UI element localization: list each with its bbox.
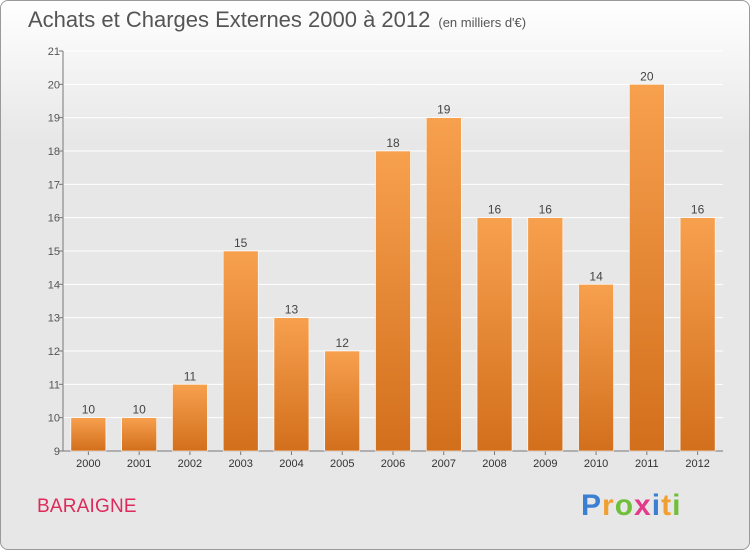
x-tick-label: 2001 bbox=[127, 458, 151, 470]
logo-letter: o bbox=[614, 489, 635, 522]
data-label: 14 bbox=[589, 269, 603, 283]
x-tick-label: 2009 bbox=[533, 458, 557, 470]
bar-2003 bbox=[222, 250, 259, 452]
x-tick-label: 2012 bbox=[685, 458, 709, 470]
y-tick-label: 19 bbox=[48, 113, 60, 125]
place-name: BARAIGNE bbox=[37, 496, 137, 517]
chart-unit-label: (en milliers d'€) bbox=[438, 15, 527, 30]
proxiti-logo: Proxiti bbox=[581, 489, 681, 523]
bar-2010 bbox=[578, 284, 614, 452]
axes: 9 10 11 12 13 14 15 16 17 18 19 20 21 2000 2001 2002 200… bbox=[48, 46, 723, 470]
data-labels: 10 10 11 15 13 12 18 19 16 16 14 20 16 bbox=[82, 69, 705, 416]
y-tick-label: 17 bbox=[48, 179, 60, 191]
chart-title-text: Achats et Charges Externes 2000 à 2012 bbox=[28, 7, 431, 32]
bar-2011 bbox=[629, 84, 665, 452]
y-tick-label: 20 bbox=[48, 79, 60, 91]
logo-letter: i bbox=[651, 489, 662, 522]
data-label: 20 bbox=[640, 69, 654, 83]
data-label: 15 bbox=[234, 236, 248, 250]
logo-letter: t bbox=[661, 489, 673, 522]
logo-letter: i bbox=[672, 489, 682, 522]
y-tick-label: 18 bbox=[48, 146, 60, 158]
x-tick-label: 2002 bbox=[178, 458, 202, 470]
y-tick-label: 21 bbox=[48, 46, 60, 58]
data-label: 16 bbox=[488, 203, 502, 217]
logo-letter: P bbox=[581, 489, 603, 522]
data-label: 16 bbox=[539, 203, 553, 217]
bar-2001 bbox=[121, 417, 157, 452]
bar-2000 bbox=[70, 417, 107, 452]
x-tick-label: 2005 bbox=[330, 458, 354, 470]
y-tick-label: 10 bbox=[48, 413, 60, 425]
bar-2006 bbox=[375, 150, 411, 452]
x-tick-label: 2008 bbox=[482, 458, 506, 470]
bar-2012 bbox=[679, 217, 716, 452]
x-tick-label: 2000 bbox=[76, 458, 100, 470]
data-label: 11 bbox=[184, 369, 197, 383]
x-tick-label: 2004 bbox=[279, 458, 303, 470]
data-label: 16 bbox=[691, 203, 705, 217]
data-label: 10 bbox=[132, 403, 146, 417]
bars bbox=[70, 84, 716, 452]
x-tick-label: 2007 bbox=[432, 458, 456, 470]
data-label: 18 bbox=[386, 136, 400, 150]
data-label: 13 bbox=[285, 303, 299, 317]
bar-2004 bbox=[273, 317, 310, 452]
bar-2009 bbox=[527, 217, 564, 452]
logo-letter: x bbox=[634, 489, 652, 522]
bar-2007 bbox=[425, 117, 462, 452]
bar-2008 bbox=[476, 217, 513, 452]
x-tick-label: 2010 bbox=[584, 458, 608, 470]
y-tick-label: 14 bbox=[48, 279, 60, 291]
bar-2002 bbox=[172, 384, 208, 452]
y-tick-label: 11 bbox=[49, 379, 60, 391]
x-tick-label: 2003 bbox=[228, 458, 252, 470]
data-label: 10 bbox=[82, 403, 96, 417]
data-label: 12 bbox=[336, 336, 350, 350]
y-tick-label: 13 bbox=[48, 313, 60, 325]
y-tick-label: 9 bbox=[54, 446, 60, 458]
y-tick-label: 12 bbox=[48, 346, 60, 358]
chart-title: Achats et Charges Externes 2000 à 2012 (e… bbox=[28, 7, 526, 33]
x-tick-label: 2006 bbox=[381, 458, 405, 470]
y-tick-label: 16 bbox=[48, 213, 60, 225]
data-label: 19 bbox=[437, 103, 451, 117]
bar-2005 bbox=[324, 350, 361, 452]
x-tick-label: 2011 bbox=[635, 458, 659, 470]
y-tick-label: 15 bbox=[48, 246, 60, 258]
logo-letter: r bbox=[602, 489, 615, 522]
